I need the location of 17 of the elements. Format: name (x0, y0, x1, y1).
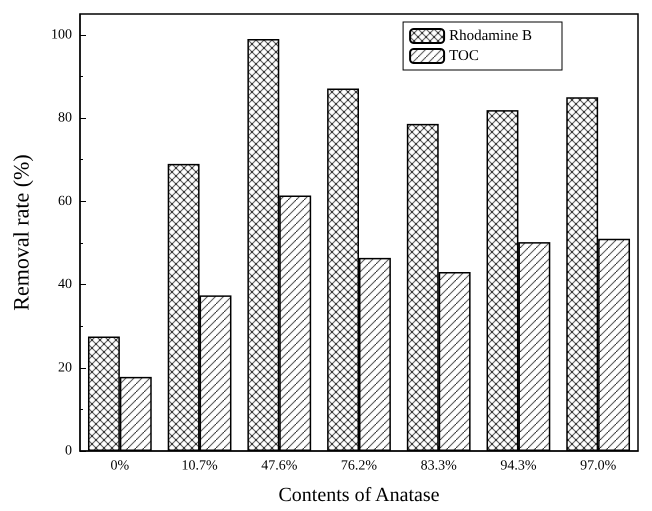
y-tick-label: 100 (51, 27, 72, 42)
legend-label: TOC (449, 48, 479, 64)
legend-label: Rhodamine B (449, 28, 532, 44)
x-tick-label: 47.6% (261, 458, 298, 474)
y-axis-title: Removal rate (%) (8, 154, 34, 311)
x-tick-label: 0% (110, 458, 130, 474)
x-tick-label: 94.3% (500, 458, 537, 474)
y-tick-label: 20 (58, 360, 72, 376)
x-axis-title: Contents of Anatase (278, 484, 440, 506)
x-tick-label: 76.2% (340, 458, 378, 474)
x-tick-label: 10.7% (181, 458, 218, 474)
y-tick-label: 60 (58, 194, 72, 209)
y-tick-label: 80 (58, 110, 72, 126)
x-tick-label: 97.0% (580, 458, 617, 474)
y-tick-label: 0 (65, 444, 72, 458)
y-tick-label: 40 (58, 277, 72, 292)
x-tick-label: 83.3% (420, 458, 458, 474)
